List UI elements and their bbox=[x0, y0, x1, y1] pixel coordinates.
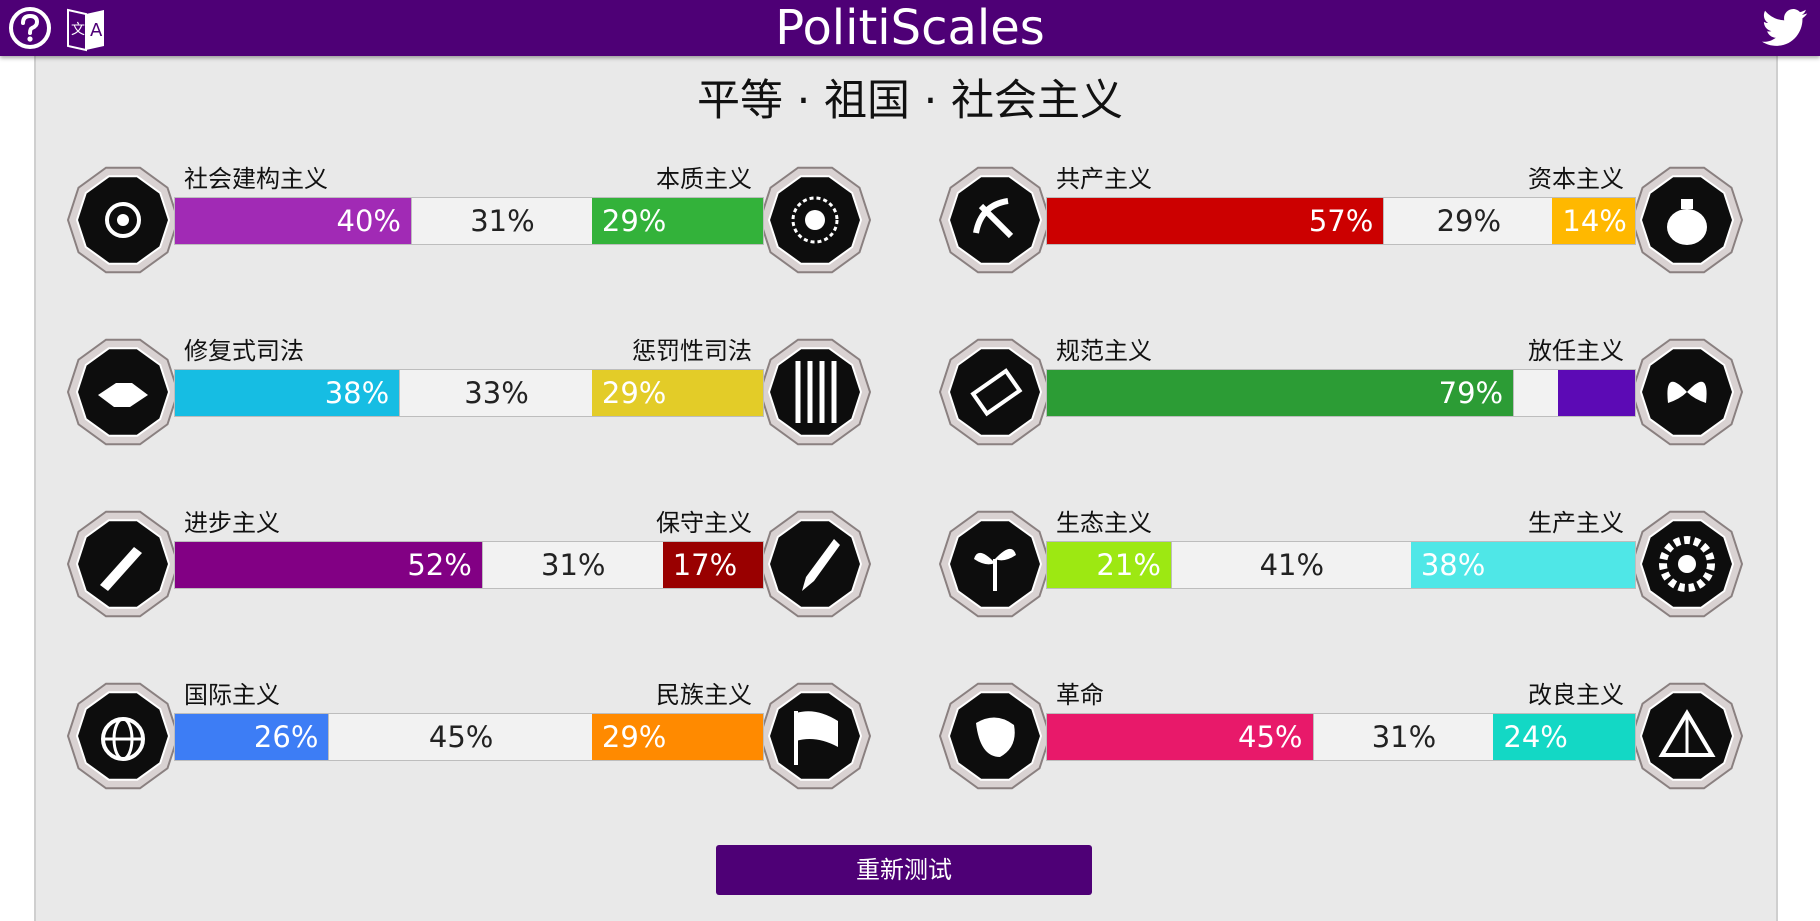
axis-right-label: 生产主义 bbox=[1528, 509, 1624, 537]
axis-left-label: 国际主义 bbox=[184, 681, 280, 709]
axis-row: 规范主义 放任主义 79% bbox=[936, 333, 1746, 451]
quill-icon bbox=[756, 505, 874, 623]
axis-right-label: 保守主义 bbox=[656, 509, 752, 537]
money-bag-icon bbox=[1628, 161, 1746, 279]
flag-icon bbox=[756, 677, 874, 795]
axis-row: 社会建构主义 本质主义 40% 31% 29% bbox=[64, 161, 874, 279]
left-segment: 21% bbox=[1047, 542, 1171, 588]
middle-segment bbox=[1513, 370, 1561, 416]
axis-left-label: 革命 bbox=[1056, 681, 1104, 709]
butterfly-icon bbox=[1628, 333, 1746, 451]
hammer-sickle-icon bbox=[936, 161, 1054, 279]
axis-row: 共产主义 资本主义 57% 29% 14% bbox=[936, 161, 1746, 279]
retry-button[interactable]: 重新测试 bbox=[716, 845, 1092, 895]
axis-left-label: 生态主义 bbox=[1056, 509, 1152, 537]
svg-text:文: 文 bbox=[71, 22, 85, 38]
prison-bars-icon bbox=[756, 333, 874, 451]
gear-icon bbox=[1628, 505, 1746, 623]
sprout-icon bbox=[936, 505, 1054, 623]
middle-segment: 31% bbox=[411, 198, 594, 244]
axis-bar: 45% 31% 24% bbox=[1046, 713, 1636, 761]
axis-bar: 26% 45% 29% bbox=[174, 713, 764, 761]
right-segment: 24% bbox=[1493, 714, 1635, 760]
middle-segment: 31% bbox=[1312, 714, 1496, 760]
left-segment: 45% bbox=[1047, 714, 1313, 760]
left-segment: 79% bbox=[1047, 370, 1514, 416]
axis-left-label: 社会建构主义 bbox=[184, 165, 328, 193]
eye-icon bbox=[64, 161, 182, 279]
axis-bar: 38% 33% 29% bbox=[174, 369, 764, 417]
axis-left-label: 修复式司法 bbox=[184, 337, 304, 365]
right-segment: 29% bbox=[591, 714, 763, 760]
middle-segment: 45% bbox=[328, 714, 594, 760]
ruler-icon bbox=[936, 333, 1054, 451]
axis-left-label: 规范主义 bbox=[1056, 337, 1152, 365]
circus-tent-icon bbox=[1628, 677, 1746, 795]
right-segment bbox=[1558, 370, 1635, 416]
axis-row: 进步主义 保守主义 52% 31% 17% bbox=[64, 505, 874, 623]
right-segment: 38% bbox=[1410, 542, 1635, 588]
globe-icon bbox=[64, 677, 182, 795]
twitter-icon[interactable] bbox=[1762, 8, 1808, 48]
axis-bar: 79% bbox=[1046, 369, 1636, 417]
middle-segment: 29% bbox=[1383, 198, 1555, 244]
axis-row: 革命 改良主义 45% 31% 24% bbox=[936, 677, 1746, 795]
fist-icon bbox=[936, 677, 1054, 795]
axis-right-label: 民族主义 bbox=[656, 681, 752, 709]
right-segment: 17% bbox=[662, 542, 763, 588]
handshake-icon bbox=[64, 333, 182, 451]
axis-row: 生态主义 生产主义 21% 41% 38% bbox=[936, 505, 1746, 623]
result-title: 平等 · 祖国 · 社会主义 bbox=[696, 76, 1123, 126]
axis-bar: 21% 41% 38% bbox=[1046, 541, 1636, 589]
axis-bar: 40% 31% 29% bbox=[174, 197, 764, 245]
translate-icon[interactable]: 文 A bbox=[64, 6, 108, 52]
svg-text:A: A bbox=[90, 20, 103, 41]
axis-right-label: 本质主义 bbox=[656, 165, 752, 193]
axis-left-label: 进步主义 bbox=[184, 509, 280, 537]
axis-row: 修复式司法 惩罚性司法 38% 33% 29% bbox=[64, 333, 874, 451]
left-segment: 40% bbox=[175, 198, 411, 244]
help-icon[interactable] bbox=[8, 6, 52, 50]
axis-right-label: 资本主义 bbox=[1528, 165, 1624, 193]
flower-icon bbox=[756, 161, 874, 279]
axis-left-label: 共产主义 bbox=[1056, 165, 1152, 193]
left-segment: 38% bbox=[175, 370, 400, 416]
axis-right-label: 放任主义 bbox=[1528, 337, 1624, 365]
axis-bar: 57% 29% 14% bbox=[1046, 197, 1636, 245]
axis-row: 国际主义 民族主义 26% 45% 29% bbox=[64, 677, 874, 795]
left-segment: 26% bbox=[175, 714, 329, 760]
axis-bar: 52% 31% 17% bbox=[174, 541, 764, 589]
rocket-icon bbox=[64, 505, 182, 623]
right-segment: 29% bbox=[591, 198, 763, 244]
axis-right-label: 惩罚性司法 bbox=[632, 337, 752, 365]
middle-segment: 41% bbox=[1170, 542, 1413, 588]
middle-segment: 31% bbox=[481, 542, 665, 588]
left-segment: 57% bbox=[1047, 198, 1384, 244]
axis-right-label: 改良主义 bbox=[1528, 681, 1624, 709]
right-segment: 14% bbox=[1552, 198, 1635, 244]
left-segment: 52% bbox=[175, 542, 482, 588]
middle-segment: 33% bbox=[399, 370, 594, 416]
right-segment: 29% bbox=[591, 370, 763, 416]
app-title: PolitiScales bbox=[775, 0, 1045, 56]
top-bar: 文 A PolitiScales bbox=[0, 0, 1820, 56]
